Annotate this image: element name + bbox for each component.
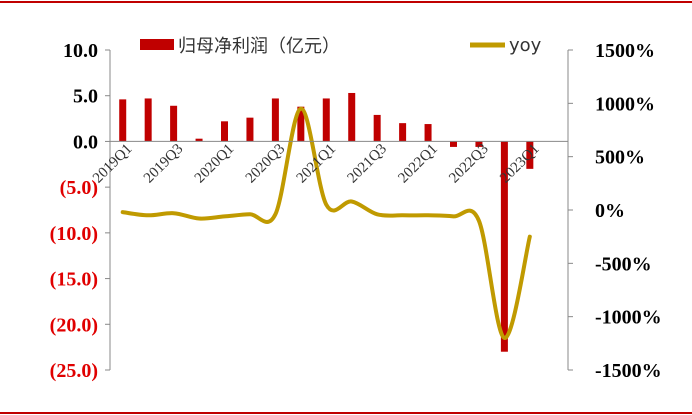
left-axis: 10.0 5.0 0.0 (5.0) (10.0) (15.0) (20.0) (25.0) bbox=[50, 40, 111, 382]
bar bbox=[170, 105, 178, 142]
x-tick-label: 2021Q3 bbox=[344, 141, 389, 186]
legend-line-label: yoy bbox=[509, 35, 542, 56]
bar bbox=[424, 124, 432, 142]
bar bbox=[221, 121, 228, 142]
bar bbox=[195, 138, 203, 142]
bar bbox=[526, 141, 534, 169]
bar bbox=[271, 98, 279, 142]
bar bbox=[475, 141, 483, 147]
bar bbox=[500, 141, 508, 352]
left-tick-label: (20.0) bbox=[50, 314, 98, 336]
x-tick-label: 2020Q3 bbox=[243, 141, 288, 186]
right-tick-label: 0% bbox=[595, 200, 625, 222]
x-tick-label: 2020Q1 bbox=[192, 141, 237, 186]
right-tick-label: 1500% bbox=[595, 40, 655, 62]
left-tick-label: (10.0) bbox=[50, 223, 98, 245]
left-tick-label: 10.0 bbox=[63, 40, 98, 62]
bar bbox=[144, 98, 152, 142]
line-series bbox=[120, 106, 532, 341]
bar bbox=[450, 141, 457, 147]
bar bbox=[322, 98, 330, 142]
left-tick-label: (25.0) bbox=[50, 360, 98, 382]
x-tick-label: 2022Q1 bbox=[395, 141, 440, 186]
right-tick-label: -1500% bbox=[595, 360, 662, 382]
bar bbox=[246, 117, 254, 142]
right-tick-label: 1000% bbox=[595, 93, 655, 115]
x-tick-label: 2019Q3 bbox=[141, 141, 186, 186]
yoy-line bbox=[120, 106, 532, 341]
legend-bar-label: 归母净利润（亿元） bbox=[178, 36, 340, 57]
bar bbox=[348, 92, 356, 142]
left-tick-label: 5.0 bbox=[73, 86, 98, 108]
bar bbox=[119, 99, 127, 142]
legend-bar-swatch bbox=[140, 39, 174, 50]
left-tick-label: 0.0 bbox=[73, 131, 98, 153]
bar bbox=[373, 114, 381, 142]
right-tick-label: 500% bbox=[595, 147, 645, 169]
x-axis: 2019Q1 2019Q3 2020Q1 2020Q3 2021Q1 2021Q3 2022… bbox=[90, 140, 568, 186]
bar-series bbox=[119, 92, 534, 352]
right-tick-label: -1000% bbox=[595, 307, 662, 329]
legend: 归母净利润（亿元） yoy bbox=[140, 35, 542, 57]
left-tick-label: (15.0) bbox=[50, 269, 98, 291]
right-axis: 1500% 1000% 500% 0% -500% -1000% -1500% bbox=[567, 40, 662, 382]
right-tick-label: -500% bbox=[595, 253, 652, 275]
bar bbox=[297, 106, 305, 142]
x-tick-label: 2022Q3 bbox=[446, 141, 491, 186]
left-tick-label: (5.0) bbox=[60, 177, 98, 199]
x-tick-label: 2021Q1 bbox=[294, 141, 339, 186]
bar bbox=[399, 123, 407, 142]
